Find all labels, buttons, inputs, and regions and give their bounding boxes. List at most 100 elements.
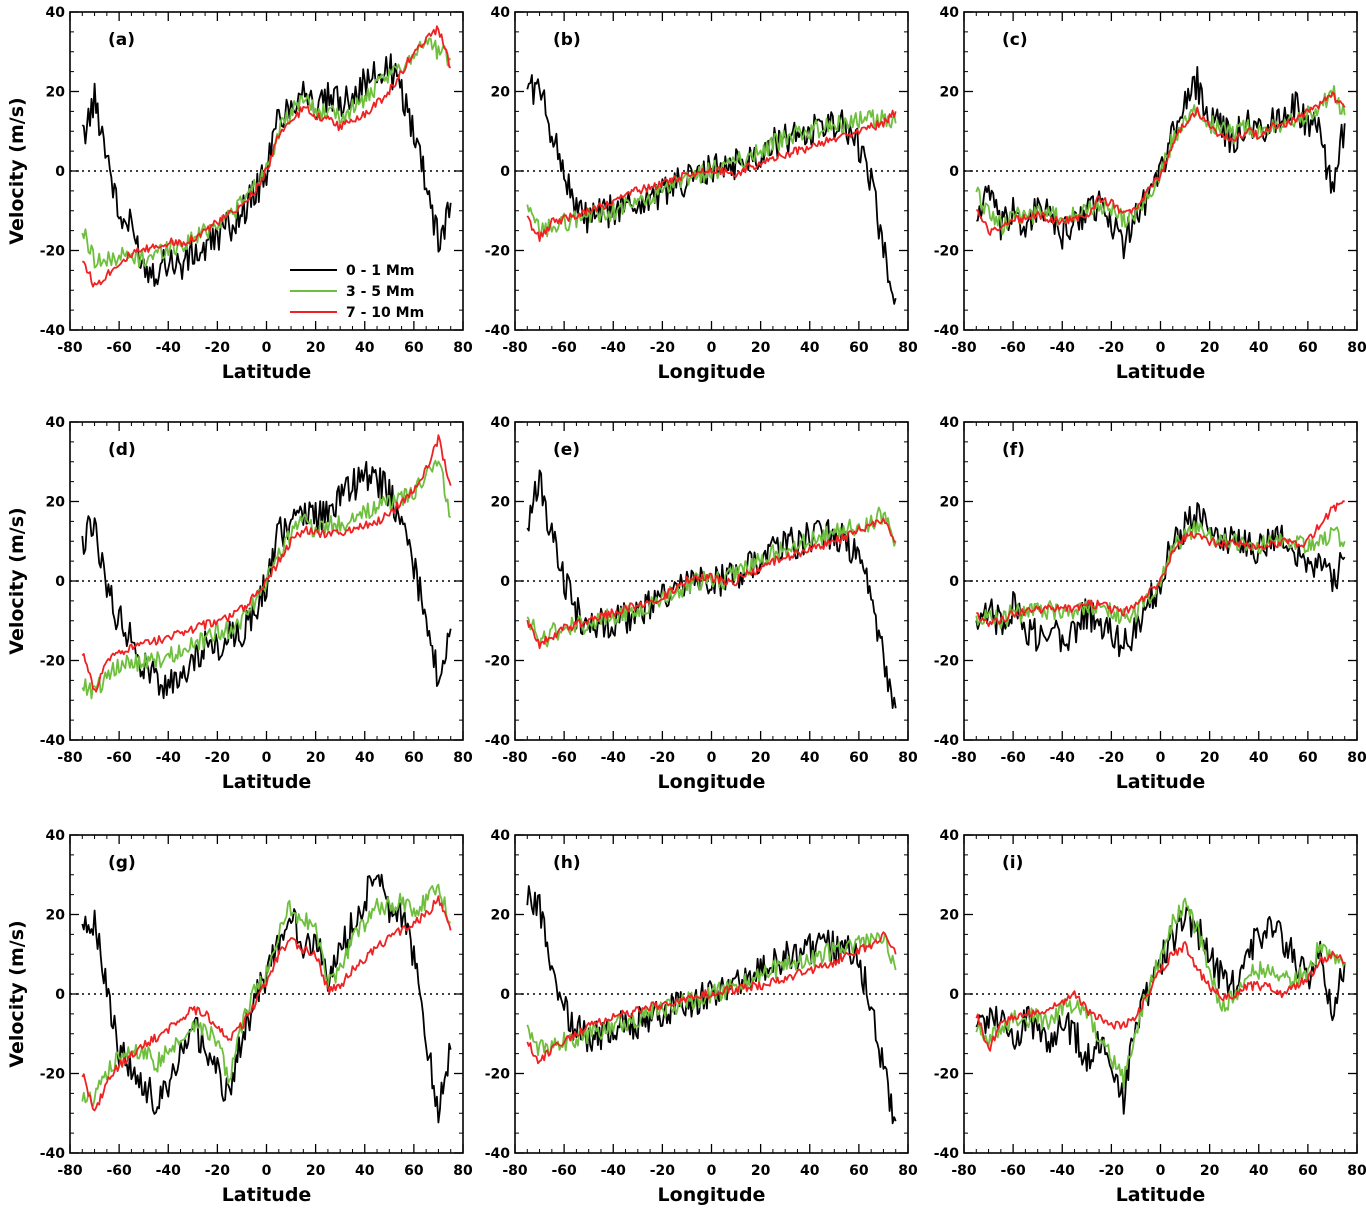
y-tick-label: 40 [940, 828, 960, 844]
series-line-0to1Mm [81, 460, 452, 700]
y-tick-label: -20 [40, 654, 66, 670]
x-tick-label: -60 [1000, 750, 1026, 766]
y-axis-title: Velocity (m/s) [6, 97, 28, 244]
series-line-0to1Mm [526, 885, 897, 1125]
x-tick-label: -60 [551, 750, 577, 766]
series-line-3to5Mm [975, 520, 1346, 630]
x-tick-label: -20 [650, 750, 676, 766]
series-line-0to1Mm [526, 469, 897, 709]
y-tick-label: 40 [491, 5, 511, 21]
panel-e: -80 -60 -40 -20 0 20 40 60 80 -40 -20 0 20 40 Longitud… [485, 415, 918, 793]
x-tick-label: -80 [502, 1163, 528, 1179]
legend-label: 3 - 5 Mm [346, 284, 414, 300]
x-tick-label: -40 [601, 340, 627, 356]
x-tick-label: 0 [1156, 1163, 1166, 1179]
y-tick-label: 40 [940, 415, 960, 431]
series-line-0to1Mm [975, 905, 1346, 1115]
x-tick-label: 0 [707, 1163, 717, 1179]
series-traces [526, 469, 897, 709]
series-line-7to10Mm [526, 109, 897, 242]
y-tick-label: 0 [949, 574, 959, 590]
y-tick-label: -40 [934, 733, 960, 749]
y-tick-label: 0 [500, 164, 510, 180]
panel-label: (c) [1002, 30, 1028, 50]
x-tick-label: -80 [502, 340, 528, 356]
panel-label: (b) [553, 30, 581, 50]
y-tick-label: 0 [55, 574, 65, 590]
y-tick-label: 40 [491, 415, 511, 431]
panel-h: -80 -60 -40 -20 0 20 40 60 80 -40 -20 0 20 40 Longitud… [485, 828, 918, 1206]
series-traces [81, 25, 452, 288]
y-tick-label: 20 [46, 85, 66, 101]
x-tick-label: -80 [57, 750, 83, 766]
x-tick-label: 80 [898, 1163, 918, 1179]
series-line-7to10Mm [976, 500, 1345, 628]
series-line-0to1Mm [526, 74, 897, 305]
x-tick-label: 80 [1347, 340, 1366, 356]
x-tick-label: 40 [355, 340, 375, 356]
x-tick-label: 80 [898, 340, 918, 356]
y-tick-label: 0 [55, 987, 65, 1003]
series-line-3to5Mm [975, 897, 1346, 1089]
x-tick-label: -80 [951, 1163, 977, 1179]
y-tick-label: 40 [491, 828, 511, 844]
x-tick-label: 0 [262, 750, 272, 766]
x-tick-label: 40 [1249, 750, 1269, 766]
series-line-7to10Mm [976, 91, 1346, 236]
x-tick-label: 60 [404, 750, 424, 766]
x-axis-title: Latitude [222, 361, 312, 383]
y-tick-label: -20 [934, 244, 960, 260]
x-tick-label: 20 [306, 750, 326, 766]
series-line-7to10Mm [526, 517, 896, 650]
x-tick-label: 60 [849, 1163, 869, 1179]
x-tick-label: -40 [601, 1163, 627, 1179]
y-tick-label: -20 [934, 1067, 960, 1083]
series-line-7to10Mm [526, 931, 897, 1065]
x-tick-label: -40 [156, 1163, 182, 1179]
x-tick-label: 20 [1200, 1163, 1220, 1179]
plot-frame [69, 834, 464, 1154]
y-tick-label: 20 [46, 495, 66, 511]
legend: 0 - 1 Mm 3 - 5 Mm 7 - 10 Mm [290, 263, 424, 321]
y-tick-label: 20 [46, 908, 66, 924]
y-tick-label: 20 [940, 85, 960, 101]
x-axis-title: Latitude [1116, 361, 1206, 383]
x-tick-label: 40 [800, 340, 820, 356]
panel-label: (h) [553, 853, 581, 873]
x-tick-label: 40 [800, 1163, 820, 1179]
series-traces [81, 873, 452, 1124]
y-tick-label: -20 [485, 1067, 511, 1083]
series-line-0to1Mm [81, 53, 452, 287]
y-tick-label: 40 [46, 415, 66, 431]
y-tick-label: -40 [485, 323, 511, 339]
series-line-3to5Mm [526, 932, 897, 1057]
y-axis-title: Velocity (m/s) [6, 507, 28, 654]
series-line-3to5Mm [81, 459, 452, 700]
x-tick-label: -40 [1050, 1163, 1076, 1179]
x-tick-label: 60 [1298, 340, 1318, 356]
x-tick-label: 80 [1347, 1163, 1366, 1179]
y-tick-label: 40 [46, 5, 66, 21]
y-tick-label: 0 [949, 987, 959, 1003]
x-tick-label: -40 [601, 750, 627, 766]
y-tick-label: 20 [491, 495, 511, 511]
y-tick-label: -20 [485, 654, 511, 670]
series-traces [81, 434, 452, 700]
x-tick-label: -60 [106, 750, 132, 766]
x-axis-title: Longitude [658, 771, 766, 793]
series-traces [975, 500, 1346, 658]
y-tick-label: -40 [40, 733, 66, 749]
x-axis-title: Longitude [658, 1184, 766, 1206]
series-traces [975, 66, 1346, 260]
x-tick-label: -20 [650, 1163, 676, 1179]
x-tick-label: -60 [551, 340, 577, 356]
x-tick-label: 40 [1249, 1163, 1269, 1179]
series-line-7to10Mm [81, 434, 452, 693]
series-line-3to5Mm [81, 883, 451, 1108]
y-tick-label: 20 [940, 908, 960, 924]
x-tick-label: -40 [1050, 340, 1076, 356]
x-tick-label: -60 [1000, 340, 1026, 356]
x-tick-label: -80 [57, 1163, 83, 1179]
x-axis-title: Latitude [222, 1184, 312, 1206]
x-tick-label: -60 [106, 1163, 132, 1179]
